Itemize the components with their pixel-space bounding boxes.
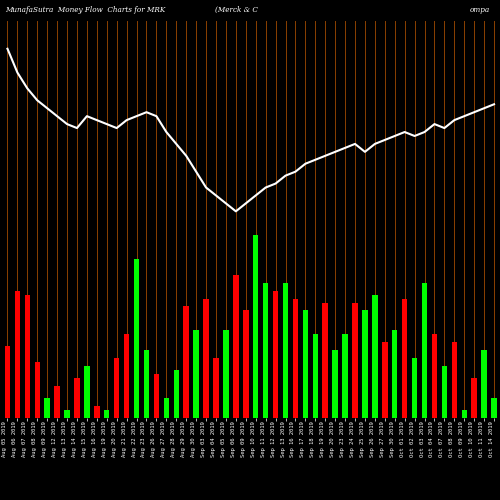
Bar [174,370,179,418]
Text: ompa: ompa [470,6,490,14]
Bar [332,350,338,418]
Bar [54,386,60,418]
Bar [412,358,418,418]
Bar [14,290,20,418]
Bar [342,334,348,417]
Bar [233,275,238,418]
Bar [154,374,159,418]
Bar [74,378,80,418]
Bar [24,294,30,418]
Bar [322,302,328,418]
Bar [372,294,378,418]
Bar [352,302,358,418]
Bar [214,358,218,418]
Bar [134,259,140,418]
Bar [292,298,298,418]
Bar [184,306,189,418]
Bar [124,334,130,417]
Bar [382,342,388,417]
Bar [34,362,40,418]
Bar [422,282,428,418]
Bar [104,410,110,418]
Bar [204,298,209,418]
Bar [4,346,10,418]
Bar [44,398,50,417]
Bar [432,334,437,417]
Bar [243,310,248,418]
Bar [64,410,70,418]
Bar [273,290,278,418]
Bar [114,358,119,418]
Bar [312,334,318,417]
Bar [452,342,457,417]
Bar [263,282,268,418]
Bar [442,366,447,418]
Bar [472,378,477,418]
Bar [194,330,199,418]
Bar [482,350,487,418]
Bar [253,235,258,418]
Bar [392,330,398,418]
Bar [94,406,100,417]
Bar [302,310,308,418]
Bar [84,366,89,418]
Bar [223,330,228,418]
Text: MunafaSutra  Money Flow  Charts for MRK: MunafaSutra Money Flow Charts for MRK [5,6,165,14]
Bar [164,398,169,417]
Bar [144,350,149,418]
Bar [362,310,368,418]
Bar [283,282,288,418]
Bar [402,298,407,418]
Bar [462,410,467,418]
Bar [492,398,497,417]
Text: (Merck & C: (Merck & C [215,6,258,14]
